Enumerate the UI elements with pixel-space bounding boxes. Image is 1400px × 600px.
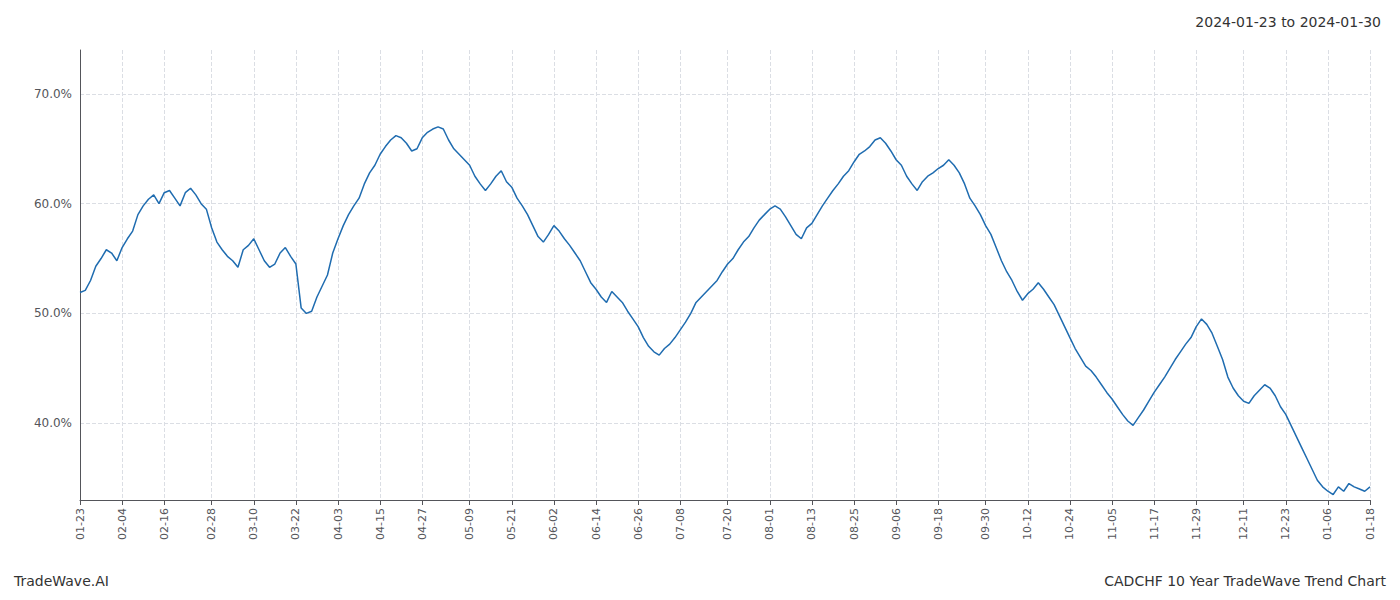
svg-text:70.0%: 70.0% xyxy=(34,87,72,101)
svg-text:2024-01-23 to 2024-01-30: 2024-01-23 to 2024-01-30 xyxy=(1195,14,1381,30)
svg-text:11-05: 11-05 xyxy=(1106,508,1119,540)
svg-text:05-09: 05-09 xyxy=(463,508,476,540)
svg-text:06-02: 06-02 xyxy=(547,508,560,540)
svg-text:60.0%: 60.0% xyxy=(34,197,72,211)
svg-text:04-03: 04-03 xyxy=(332,508,345,540)
svg-text:07-08: 07-08 xyxy=(674,508,687,540)
svg-text:01-06: 01-06 xyxy=(1321,508,1334,540)
svg-text:TradeWave.AI: TradeWave.AI xyxy=(13,573,109,589)
svg-text:06-26: 06-26 xyxy=(632,508,645,540)
svg-text:03-10: 03-10 xyxy=(247,508,260,540)
svg-text:02-04: 02-04 xyxy=(116,508,129,540)
svg-text:04-15: 04-15 xyxy=(374,508,387,540)
svg-text:12-11: 12-11 xyxy=(1237,508,1250,540)
svg-text:03-22: 03-22 xyxy=(289,508,302,540)
svg-text:09-30: 09-30 xyxy=(979,508,992,540)
svg-text:06-14: 06-14 xyxy=(590,508,603,540)
svg-text:02-16: 02-16 xyxy=(158,508,171,540)
svg-text:04-27: 04-27 xyxy=(416,508,429,540)
svg-text:40.0%: 40.0% xyxy=(34,416,72,430)
svg-text:01-23: 01-23 xyxy=(74,508,87,540)
svg-text:01-18: 01-18 xyxy=(1364,508,1377,540)
svg-text:12-23: 12-23 xyxy=(1279,508,1292,540)
svg-text:07-20: 07-20 xyxy=(721,508,734,540)
svg-text:08-25: 08-25 xyxy=(848,508,861,540)
svg-text:10-12: 10-12 xyxy=(1021,508,1034,540)
svg-text:11-17: 11-17 xyxy=(1148,508,1161,540)
svg-text:05-21: 05-21 xyxy=(505,508,518,540)
svg-text:09-18: 09-18 xyxy=(932,508,945,540)
svg-text:50.0%: 50.0% xyxy=(34,306,72,320)
svg-text:09-06: 09-06 xyxy=(890,508,903,540)
svg-text:02-28: 02-28 xyxy=(205,508,218,540)
svg-text:08-01: 08-01 xyxy=(763,508,776,540)
svg-text:08-13: 08-13 xyxy=(805,508,818,540)
svg-text:11-29: 11-29 xyxy=(1190,508,1203,540)
svg-text:10-24: 10-24 xyxy=(1063,508,1076,540)
svg-text:CADCHF 10 Year TradeWave Trend: CADCHF 10 Year TradeWave Trend Chart xyxy=(1104,573,1386,589)
